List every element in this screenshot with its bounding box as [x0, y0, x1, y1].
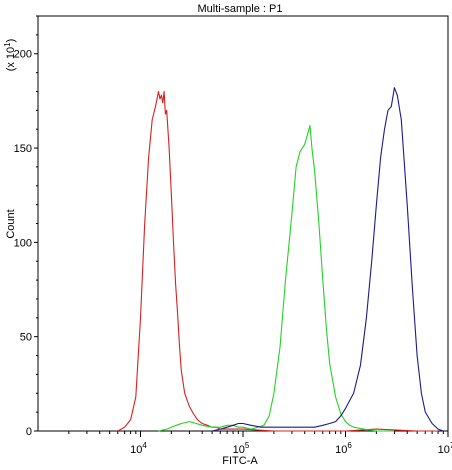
x-tick-exponent: 5	[245, 441, 250, 450]
plot-frame	[37, 15, 449, 432]
x-tick-label: 107	[438, 441, 452, 456]
histogram-line-1	[117, 90, 439, 432]
y-multiplier-label: (x 101)	[3, 39, 17, 72]
x-tick-base: 10	[438, 444, 450, 456]
y-tick-label: 50	[20, 332, 32, 344]
y-tick-label: 150	[14, 143, 32, 155]
histogram-line-3	[211, 87, 444, 432]
y-multiplier-exponent: 1	[3, 42, 12, 47]
x-tick-exponent: 7	[450, 441, 452, 450]
histogram-line-2	[158, 124, 395, 432]
y-tick-label: 100	[14, 237, 32, 249]
x-axis-label: FITC-A	[222, 455, 258, 467]
y-tick-label: 200	[14, 49, 32, 61]
x-tick-exponent: 6	[347, 441, 352, 450]
x-tick-base: 10	[130, 444, 142, 456]
y-axis-label: Count	[5, 209, 17, 238]
x-tick-label: 105	[233, 441, 250, 456]
histogram-series	[117, 87, 444, 432]
x-tick-base: 10	[335, 444, 347, 456]
y-tick-label: 0	[26, 426, 32, 438]
chart-title: Multi-sample : P1	[198, 3, 283, 15]
axis-ticks: 050100150200104105106107	[14, 15, 452, 456]
x-tick-label: 104	[130, 441, 147, 456]
x-tick-exponent: 4	[142, 441, 147, 450]
x-tick-base: 10	[233, 444, 245, 456]
x-tick-label: 106	[335, 441, 352, 456]
